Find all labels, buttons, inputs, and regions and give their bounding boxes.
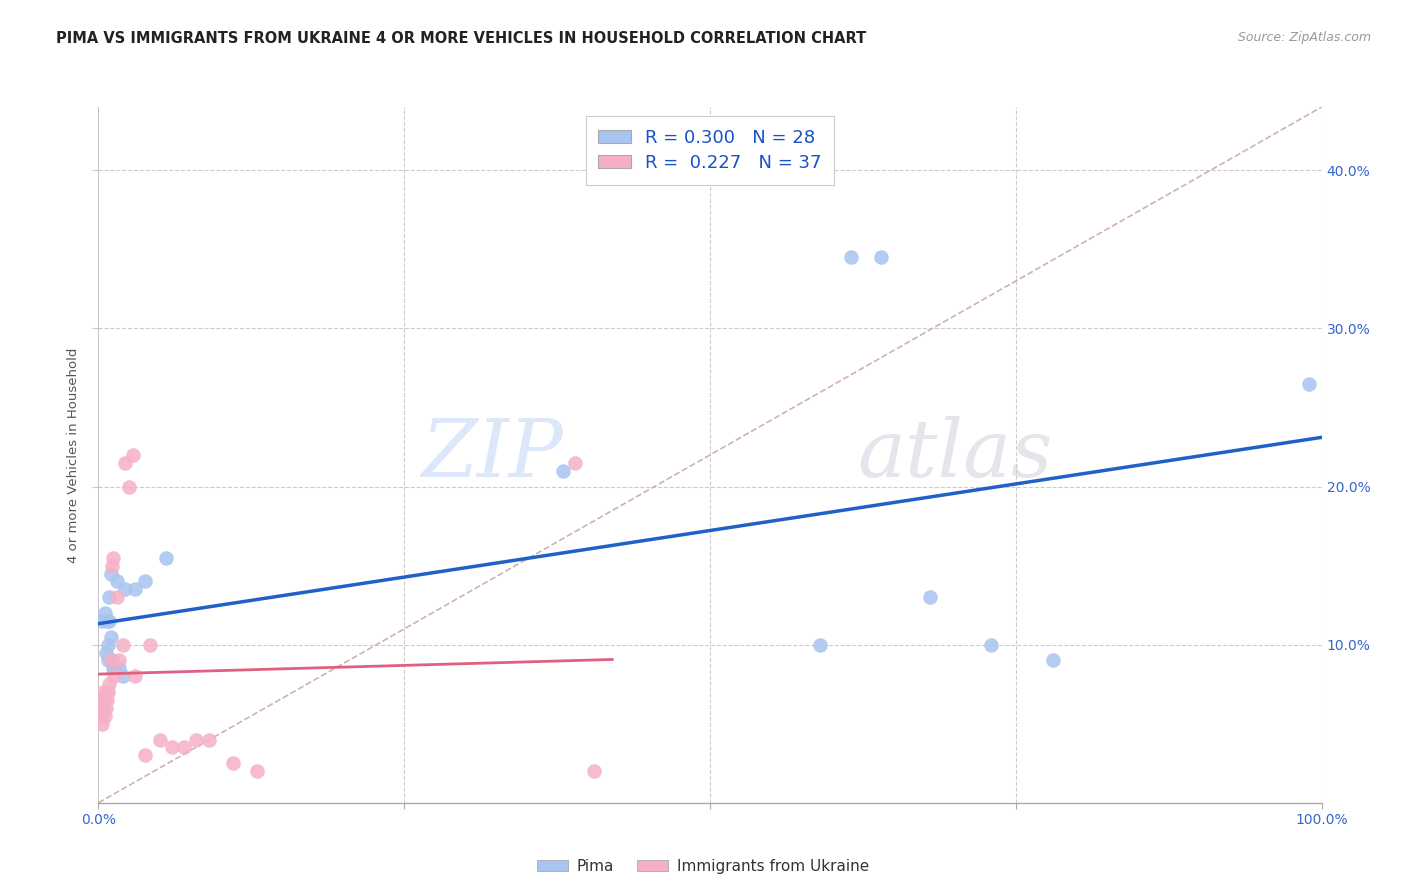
Point xyxy=(108,653,131,667)
Text: PIMA VS IMMIGRANTS FROM UKRAINE 4 OR MORE VEHICLES IN HOUSEHOLD CORRELATION CHAR: PIMA VS IMMIGRANTS FROM UKRAINE 4 OR MOR… xyxy=(56,31,866,46)
Point xyxy=(920,591,942,605)
Point xyxy=(96,685,118,699)
Point xyxy=(89,708,111,723)
Point xyxy=(91,701,114,715)
Point xyxy=(103,669,125,683)
Point xyxy=(134,574,156,589)
Point xyxy=(97,685,120,699)
Point xyxy=(870,250,893,264)
Point xyxy=(197,732,219,747)
Point xyxy=(155,550,177,565)
Text: ZIP: ZIP xyxy=(422,417,564,493)
Point xyxy=(105,574,128,589)
Legend: Pima, Immigrants from Ukraine: Pima, Immigrants from Ukraine xyxy=(531,853,875,880)
Point xyxy=(100,566,122,581)
Point xyxy=(98,591,121,605)
Point xyxy=(98,677,121,691)
Point xyxy=(91,716,114,731)
Point xyxy=(1042,653,1064,667)
Point xyxy=(101,550,124,565)
Point xyxy=(1298,376,1320,391)
Point xyxy=(101,661,124,675)
Point xyxy=(100,653,122,667)
Point xyxy=(96,614,118,628)
Point xyxy=(582,764,605,779)
Point xyxy=(111,638,134,652)
Point xyxy=(100,630,122,644)
Point xyxy=(124,582,146,597)
Point xyxy=(101,558,124,573)
Point xyxy=(124,669,146,683)
Legend: R = 0.300   N = 28, R =  0.227   N = 37: R = 0.300 N = 28, R = 0.227 N = 37 xyxy=(586,116,834,185)
Point xyxy=(94,646,117,660)
Point xyxy=(564,456,586,470)
Text: Source: ZipAtlas.com: Source: ZipAtlas.com xyxy=(1237,31,1371,45)
Point xyxy=(114,582,136,597)
Point xyxy=(246,764,269,779)
Point xyxy=(90,693,112,707)
Point xyxy=(91,701,114,715)
Point xyxy=(134,748,156,763)
Point xyxy=(96,693,118,707)
Point xyxy=(839,250,862,264)
Point xyxy=(101,653,124,667)
Point xyxy=(186,732,208,747)
Point xyxy=(97,653,120,667)
Point xyxy=(139,638,162,652)
Point xyxy=(149,732,172,747)
Point xyxy=(90,708,112,723)
Point xyxy=(808,638,831,652)
Point xyxy=(173,740,195,755)
Point xyxy=(160,740,183,755)
Point xyxy=(121,448,143,462)
Point xyxy=(91,685,114,699)
Point xyxy=(94,701,117,715)
Point xyxy=(105,591,128,605)
Point xyxy=(114,456,136,470)
Point xyxy=(103,661,125,675)
Point xyxy=(553,464,575,478)
Point xyxy=(93,708,115,723)
Point xyxy=(980,638,1002,652)
Point xyxy=(118,479,141,493)
Point xyxy=(89,693,111,707)
Point xyxy=(93,693,115,707)
Point xyxy=(93,606,115,620)
Point xyxy=(222,756,245,771)
Point xyxy=(98,614,121,628)
Text: atlas: atlas xyxy=(856,417,1052,493)
Point xyxy=(108,661,131,675)
Y-axis label: 4 or more Vehicles in Household: 4 or more Vehicles in Household xyxy=(66,347,80,563)
Point xyxy=(97,638,120,652)
Point xyxy=(111,669,134,683)
Point xyxy=(91,614,114,628)
